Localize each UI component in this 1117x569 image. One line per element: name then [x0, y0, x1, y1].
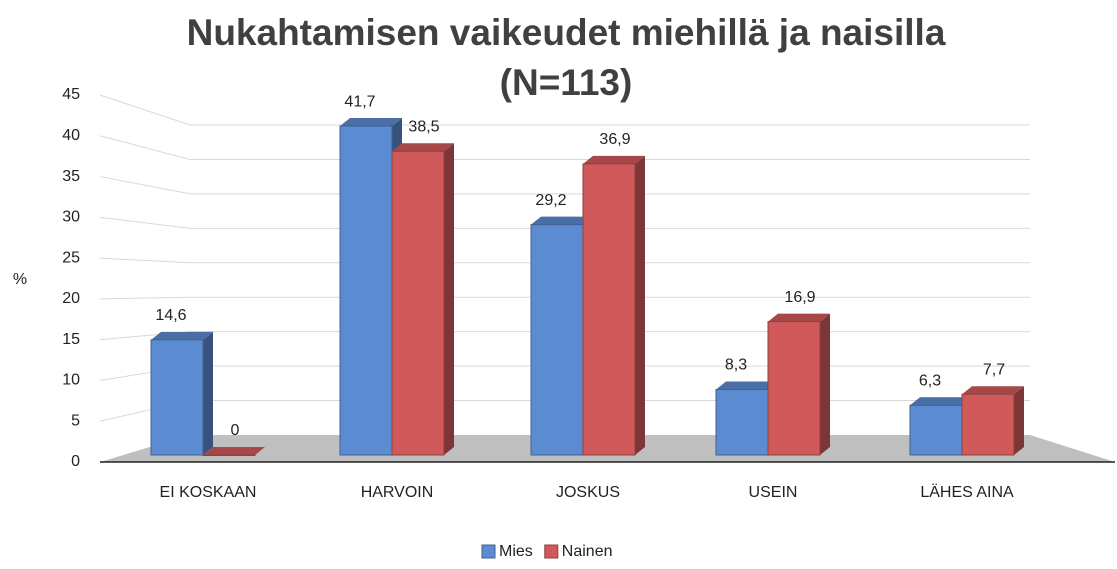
grid-line [99, 331, 1030, 341]
data-label: 41,7 [344, 93, 375, 110]
data-label: 7,7 [983, 361, 1005, 378]
legend-swatch [544, 544, 559, 559]
bar-top [768, 313, 830, 322]
x-tick-label: USEIN [749, 484, 798, 501]
data-label: 38,5 [408, 118, 439, 135]
y-tick-label: 20 [62, 290, 80, 307]
y-tick-label: 25 [62, 249, 80, 266]
bar-top [716, 381, 778, 390]
data-label: 14,6 [155, 307, 186, 324]
x-tick-label: HARVOIN [361, 484, 434, 501]
bar [715, 389, 769, 456]
x-tick-label: EI KOSKAAN [160, 484, 257, 501]
bar-side [1014, 386, 1024, 455]
bar-top [392, 143, 454, 152]
bar-top [910, 397, 972, 406]
data-label: 0 [231, 422, 240, 439]
bar-top [151, 331, 213, 340]
grid-line [99, 176, 1030, 195]
y-tick-label: 30 [62, 209, 80, 226]
y-tick-label: 5 [71, 412, 80, 429]
grid-line [99, 257, 1030, 264]
grid-line [99, 216, 1030, 229]
y-tick-label: 0 [71, 453, 80, 470]
legend-label: Nainen [562, 543, 613, 560]
y-tick-label: 40 [62, 127, 80, 144]
bar-top [531, 216, 593, 225]
grid-line [99, 135, 1030, 160]
y-tick-label: 45 [62, 86, 80, 103]
data-label: 36,9 [599, 131, 630, 148]
bar-side [203, 331, 213, 455]
y-tick-label: 35 [62, 168, 80, 185]
grid-line [99, 94, 1030, 126]
bar-side [820, 313, 830, 455]
legend-label: Mies [499, 543, 533, 560]
data-label: 6,3 [919, 373, 941, 390]
grid-line [99, 296, 1030, 300]
data-label: 8,3 [725, 357, 747, 374]
bar [339, 125, 393, 456]
bar-top [340, 118, 402, 127]
legend-swatch [481, 544, 496, 559]
bar [582, 163, 636, 456]
bar [391, 150, 445, 456]
bar [909, 404, 963, 456]
x-tick-label: JOSKUS [556, 484, 620, 501]
y-tick-label: 10 [62, 372, 80, 389]
bar [767, 321, 821, 456]
bar-top [962, 386, 1024, 395]
bar-side [444, 143, 454, 455]
bar [961, 393, 1015, 456]
y-tick-label: 15 [62, 331, 80, 348]
bar-top [583, 155, 645, 164]
bar [530, 224, 584, 456]
y-axis-label: % [13, 271, 27, 288]
bar [202, 454, 256, 456]
bar-side [635, 155, 645, 455]
bar-top [203, 447, 265, 455]
data-label: 16,9 [784, 289, 815, 306]
chart-title: Nukahtamisen vaikeudet miehillä ja naisi… [186, 12, 946, 103]
data-label: 29,2 [535, 192, 566, 209]
bar [150, 339, 204, 456]
x-tick-label: LÄHES AINA [920, 483, 1014, 501]
